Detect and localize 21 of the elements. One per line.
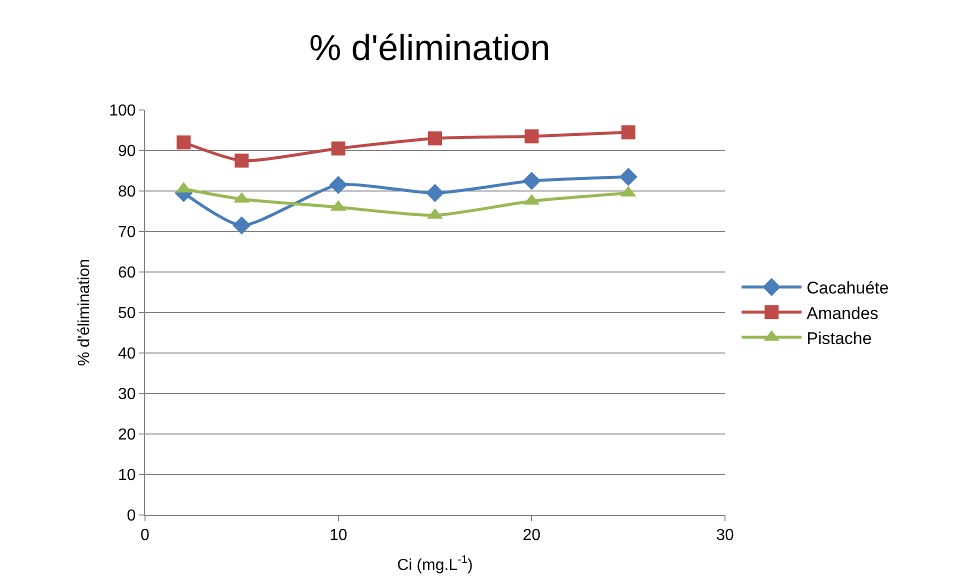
- y-tick-label: 90: [118, 143, 136, 160]
- y-tick-label: 0: [126, 508, 136, 525]
- legend-label: Cacahuéte: [806, 278, 889, 298]
- y-tick-label: 20: [118, 426, 136, 444]
- y-tick-label: 40: [118, 346, 136, 363]
- y-tick-label: 70: [118, 224, 136, 242]
- y-tick-label: 100: [109, 102, 136, 120]
- legend-label: Pistache: [806, 328, 872, 348]
- y-tick-label: 80: [118, 184, 136, 201]
- x-tick-label: 10: [329, 527, 348, 544]
- x-tick-label: 30: [716, 527, 734, 544]
- y-tick-label: 10: [118, 467, 136, 484]
- y-tick-label: 60: [118, 264, 136, 282]
- chart-title: % d'élimination: [309, 27, 550, 68]
- x-tick-label: 20: [522, 527, 541, 544]
- y-tick-label: 30: [118, 386, 136, 404]
- y-tick-label: 50: [118, 305, 136, 322]
- x-tick-label: 0: [140, 527, 150, 544]
- y-axis-title: % d'élimination: [76, 258, 93, 366]
- x-axis-title: Ci (mg.L$^{-1}$): [397, 554, 473, 574]
- legend-label: Amandes: [806, 304, 878, 323]
